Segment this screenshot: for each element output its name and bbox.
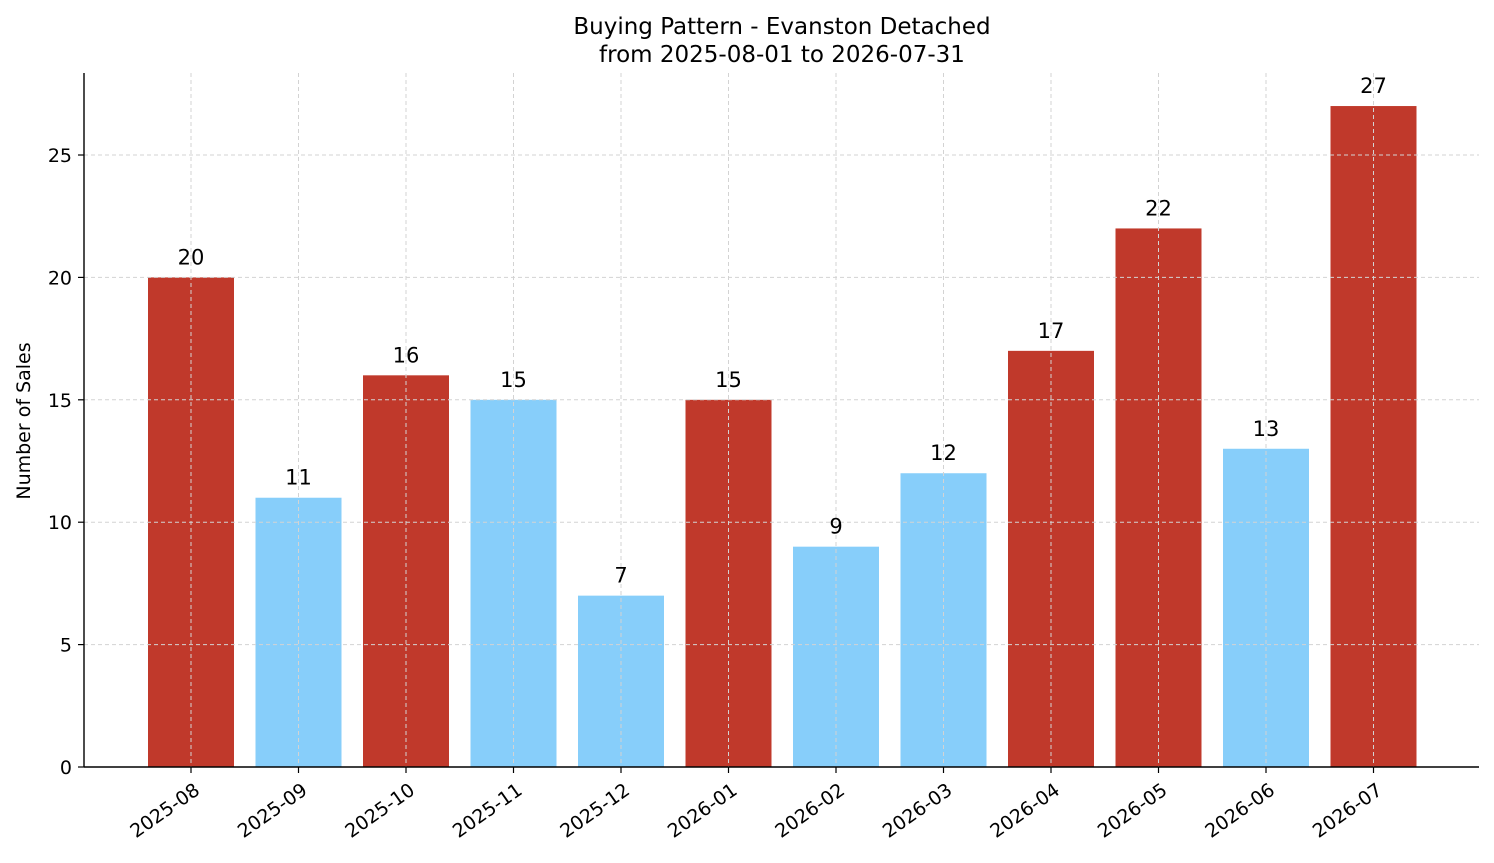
axes (83, 73, 1479, 768)
data-label-2026-02: 9 (829, 515, 842, 539)
y-tick-label: 0 (60, 757, 72, 779)
grid-lines (84, 73, 1479, 767)
data-label-2026-07: 27 (1360, 74, 1387, 98)
chart-subtitle: from 2025-08-01 to 2026-07-31 (599, 42, 965, 68)
x-tick-label-2026-01: 2026-01 (664, 779, 742, 843)
x-tick-label-2026-06: 2026-06 (1201, 779, 1279, 843)
x-tick-label-2025-09: 2025-09 (234, 779, 312, 843)
y-tick-label: 15 (48, 390, 72, 412)
data-label-2026-04: 17 (1038, 319, 1065, 343)
x-tick-label-2026-05: 2026-05 (1094, 779, 1172, 843)
data-labels: 20 11 16 15 7 15 9 12 17 22 13 27 (178, 74, 1387, 588)
data-label-2026-01: 15 (715, 368, 742, 392)
chart-title: Buying Pattern - Evanston Detached (573, 14, 990, 40)
data-label-2025-11: 15 (500, 368, 527, 392)
y-tick-label: 10 (48, 512, 72, 534)
data-label-2025-12: 7 (614, 564, 627, 588)
y-tick-label: 20 (48, 267, 72, 289)
y-tick-label: 25 (48, 145, 72, 167)
y-tick-label: 5 (60, 635, 72, 657)
x-tick-label-2025-11: 2025-11 (449, 779, 527, 843)
y-axis-label: Number of Sales (13, 342, 35, 499)
data-label-2026-03: 12 (930, 441, 957, 465)
bar-2026-05 (1115, 228, 1202, 767)
x-tick-label-2026-03: 2026-03 (879, 779, 957, 843)
x-tick-label-2025-10: 2025-10 (341, 779, 419, 843)
bar-2026-07 (1330, 106, 1417, 768)
data-label-2025-10: 16 (393, 343, 420, 367)
data-label-2025-08: 20 (178, 245, 205, 269)
data-label-2025-09: 11 (285, 466, 312, 490)
x-tick-label-2026-04: 2026-04 (986, 779, 1064, 843)
x-tick-label-2026-07: 2026-07 (1309, 779, 1387, 843)
x-tick-label-2026-02: 2026-02 (771, 779, 849, 843)
x-tick-label-2025-12: 2025-12 (556, 779, 634, 843)
data-label-2026-06: 13 (1253, 417, 1280, 441)
bars (148, 106, 1417, 768)
data-label-2026-05: 22 (1145, 196, 1172, 220)
x-tick-label-2025-08: 2025-08 (126, 779, 204, 843)
